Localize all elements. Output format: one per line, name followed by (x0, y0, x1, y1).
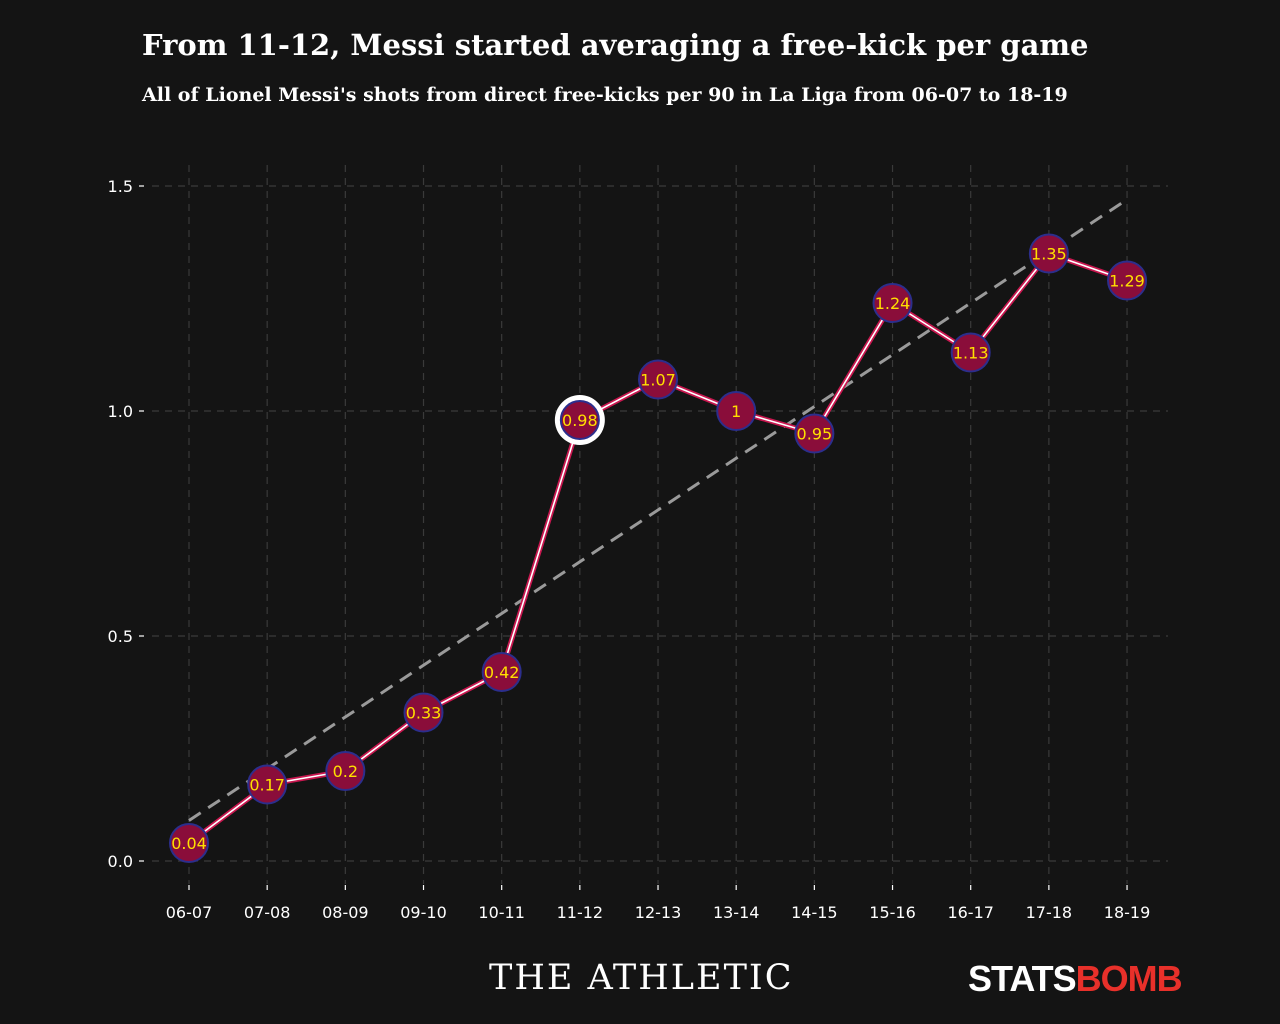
data-label: 0.17 (249, 776, 285, 795)
data-point (872, 283, 913, 323)
data-label: 0.98 (562, 411, 598, 430)
x-tick-label: 15-16 (869, 903, 916, 922)
data-label: 1 (731, 402, 741, 421)
chart-subtitle: All of Lionel Messi's shots from direct … (142, 84, 1068, 106)
x-tick-label: 06-07 (166, 903, 213, 922)
data-point (559, 400, 600, 440)
data-label: 1.13 (953, 344, 989, 363)
x-tick-label: 07-08 (244, 903, 291, 922)
data-point (1107, 260, 1148, 301)
x-tick-label: 18-19 (1104, 903, 1151, 922)
data-point (169, 823, 209, 863)
gridlines (152, 165, 1168, 884)
x-tick-label: 11-12 (557, 903, 604, 922)
data-label: 0.04 (171, 834, 207, 853)
data-label: 1.35 (1031, 245, 1067, 264)
data-label: 0.42 (484, 663, 520, 682)
data-point (1028, 233, 1069, 274)
data-point (716, 391, 757, 431)
y-tick-label: 0.0 (108, 852, 133, 871)
x-tick-label: 12-13 (635, 903, 682, 922)
x-tick-label: 16-17 (947, 903, 994, 922)
the-athletic-logo: THE ATHLETIC (489, 958, 794, 998)
x-tick-label: 08-09 (322, 903, 369, 922)
x-tick-label: 10-11 (478, 903, 525, 922)
data-point (247, 764, 288, 805)
data-point (794, 413, 835, 454)
y-tick-label: 0.5 (108, 627, 133, 646)
data-points: 0.04 0.17 0.2 0.33 0.42 0.98 1.07 1 0.95 1.24 1.13… (169, 233, 1148, 863)
data-point (950, 332, 991, 373)
x-tick-label: 17-18 (1026, 903, 1073, 922)
data-point (403, 692, 444, 733)
trend-line-group (188, 198, 1128, 822)
x-tick-label: 09-10 (400, 903, 447, 922)
y-axis: 0.0 0.5 1.0 1.5 (108, 177, 144, 871)
statsbomb-logo-stats: STATS (968, 958, 1077, 999)
data-label: 1.29 (1109, 272, 1145, 291)
line-chart: 0.00.51.01.5 06-07 07-08 08-09 09-10 10-11 11… (108, 165, 1168, 922)
chart-title: From 11-12, Messi started averaging a fr… (142, 28, 1089, 62)
data-label: 0.33 (406, 704, 442, 723)
statsbomb-logo: STATSBOMB (968, 958, 1183, 1000)
data-label: 1.24 (875, 294, 911, 313)
y-tick-label: 1.0 (108, 402, 133, 421)
data-point (481, 652, 522, 692)
x-axis: 06-07 07-08 08-09 09-10 10-11 11-12 12-13 13-14… (166, 885, 1151, 922)
data-label: 0.95 (797, 425, 833, 444)
trend-line (188, 198, 1128, 822)
x-tick-label: 14-15 (791, 903, 838, 922)
x-tick-label: 13-14 (713, 903, 760, 922)
data-point (325, 751, 366, 791)
data-label: 1.07 (640, 371, 676, 390)
data-label: 0.2 (333, 762, 358, 781)
statsbomb-logo-bomb: BOMB (1075, 958, 1183, 999)
data-point (638, 359, 679, 400)
y-tick-label: 1.5 (108, 177, 133, 196)
